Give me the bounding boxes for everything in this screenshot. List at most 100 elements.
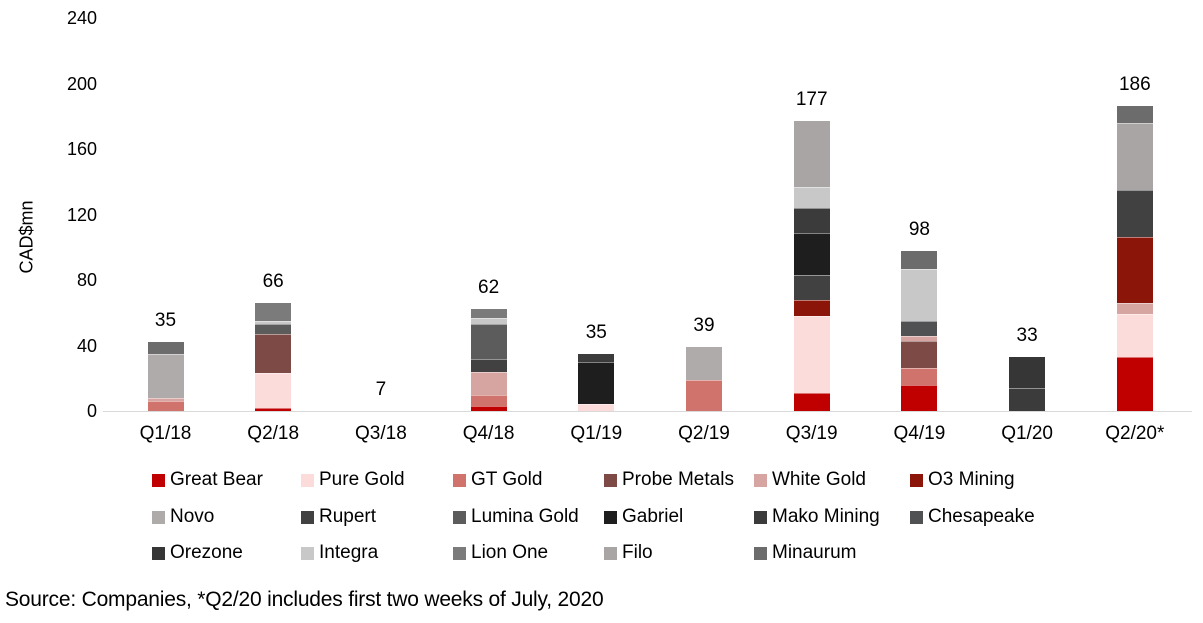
bar-segment-pure-gold-q2-20 [1116, 314, 1153, 357]
legend-item-label: Great Bear [170, 469, 263, 490]
legend-item-white-gold: White Gold [754, 469, 866, 491]
x-axis-label: Q3/18 [355, 423, 407, 444]
legend-item-label: Chesapeake [928, 506, 1035, 527]
legend-item-lumina-gold: Lumina Gold [453, 506, 579, 528]
bar-total-label: 186 [1118, 74, 1151, 96]
legend-item-integra: Integra [301, 542, 378, 564]
x-axis-label: Q1/18 [139, 423, 192, 444]
bar-total-label: 39 [693, 315, 715, 337]
y-tick-label: 240 [66, 8, 97, 28]
bar-segment-pure-gold-q1-19 [578, 404, 615, 411]
bar-segment-probe-metals-q2-18 [255, 334, 292, 374]
legend-swatch [453, 510, 466, 524]
bar-segment-minaurum-q2-20 [1116, 106, 1153, 123]
bar-segment-gt-gold-q1-18 [147, 401, 184, 411]
bar-q1-18 [147, 342, 184, 411]
bar-total-label: 62 [478, 277, 500, 299]
bar-total-label: 7 [375, 379, 387, 400]
bar-segment-rupert-q2-20 [1116, 189, 1153, 238]
bar-segment-mako-mining-q3-19 [793, 207, 830, 233]
x-axis-label: Q2/20* [1105, 423, 1165, 444]
bar-segment-great-bear-q3-19 [793, 392, 830, 411]
legend-item-gabriel: Gabriel [604, 506, 683, 528]
bar-segment-minaurum-q1-18 [147, 342, 184, 354]
bar-segment-gabriel-q3-19 [793, 232, 830, 276]
legend-swatch [910, 473, 923, 487]
legend-item-label: O3 Mining [928, 469, 1015, 490]
bar-segment-great-bear-q4-18 [470, 406, 507, 411]
bar-segment-integra-q4-19 [901, 268, 938, 321]
legend-swatch [604, 473, 617, 487]
y-axis-title: CAD$mn [16, 200, 37, 274]
bar-segment-probe-metals-q4-19 [901, 340, 938, 369]
y-tick-label: 80 [76, 270, 97, 290]
x-axis-label: Q2/19 [678, 423, 730, 444]
y-tick-label: 0 [86, 401, 97, 421]
legend-item-lion-one: Lion One [453, 542, 548, 564]
bar-segment-novo-q1-18 [147, 353, 184, 398]
legend-item-label: Lion One [471, 542, 549, 563]
bar-segment-lion-one-q2-18 [255, 302, 292, 321]
x-axis-label: Q3/19 [785, 423, 838, 444]
legend-item-label: Gabriel [622, 506, 684, 527]
y-tick-label: 200 [66, 73, 97, 94]
bar-segment-integra-q3-19 [793, 186, 830, 208]
bar-q4-18 [470, 309, 507, 411]
bar-q3-19 [793, 121, 830, 411]
bar-q2-18 [255, 302, 292, 411]
legend-swatch [152, 546, 165, 560]
bar-segment-white-gold-q2-20 [1116, 302, 1153, 315]
legend-item-label: Minaurum [772, 542, 857, 563]
bar-total-label: 35 [154, 310, 177, 332]
bar-segment-lumina-gold-q2-18 [255, 324, 292, 334]
bar-segment-minaurum-q4-19 [901, 250, 938, 269]
legend-item-label: Filo [622, 542, 653, 563]
bar-segment-gabriel-q1-19 [578, 361, 615, 405]
bar-segment-pure-gold-q3-19 [793, 316, 830, 393]
bar-segment-integra-q2-18 [255, 320, 292, 325]
legend-swatch [754, 473, 767, 487]
legend-swatch [301, 473, 314, 487]
bar-segment-o3-mining-q3-19 [793, 299, 830, 316]
bar-segment-white-gold-q4-19 [901, 335, 938, 341]
legend-item-label: Pure Gold [319, 469, 405, 490]
bar-segment-pure-gold-q2-18 [255, 373, 292, 408]
legend-item-o3-mining: O3 Mining [910, 469, 1015, 491]
bar-segment-white-gold-q4-18 [470, 371, 507, 395]
legend-swatch [453, 473, 466, 487]
bar-q1-19 [578, 353, 615, 411]
x-axis-label: Q4/18 [462, 423, 515, 444]
legend-swatch [910, 510, 923, 524]
bar-segment-great-bear-q2-18 [255, 407, 292, 411]
bar-segment-gt-gold-q4-18 [470, 394, 507, 407]
bar-q2-19 [686, 347, 722, 411]
bar-segment-chesapeake-q4-19 [901, 320, 938, 336]
legend-item-label: Lumina Gold [471, 506, 579, 527]
x-axis-line [103, 411, 1192, 412]
legend-swatch [604, 510, 617, 524]
bar-total-label: 177 [795, 89, 828, 111]
legend-item-rupert: Rupert [301, 506, 376, 528]
legend-item-label: Rupert [319, 506, 377, 527]
legend-item-label: Orezone [170, 542, 243, 563]
bar-q2-20 [1116, 106, 1153, 411]
y-tick-label: 160 [66, 139, 97, 159]
legend-swatch [453, 546, 466, 560]
bar-segment-rupert-q3-19 [793, 275, 830, 300]
legend-item-orezone: Orezone [152, 542, 243, 564]
bar-segment-mako-mining-q1-19 [578, 353, 615, 362]
bar-segment-lion-one-q4-18 [470, 309, 507, 318]
legend-item-label: GT Gold [471, 469, 543, 490]
x-axis-label: Q2/18 [247, 423, 300, 444]
legend-swatch [301, 510, 314, 524]
legend-item-probe-metals: Probe Metals [604, 469, 734, 491]
bar-segment-filo-q2-20 [1116, 122, 1153, 190]
legend-item-label: Probe Metals [622, 469, 734, 490]
x-axis-label: Q1/19 [570, 423, 623, 444]
legend-item-great-bear: Great Bear [152, 469, 263, 491]
bar-segment-integra-q4-18 [470, 317, 507, 325]
legend-item-novo: Novo [152, 506, 214, 528]
legend-item-label: Integra [319, 542, 379, 563]
legend-swatch [152, 510, 165, 524]
